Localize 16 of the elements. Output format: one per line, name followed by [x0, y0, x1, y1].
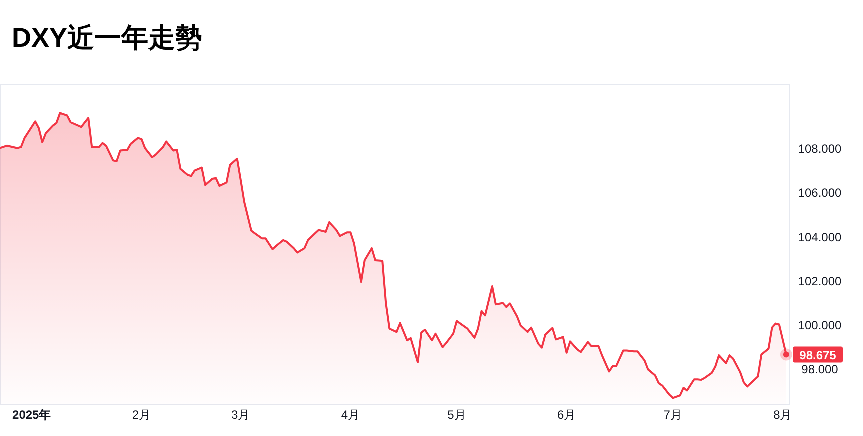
y-tick-label: 102.000	[798, 274, 842, 288]
y-tick-label: 100.000	[798, 318, 842, 333]
x-tick-label: 5月	[448, 408, 466, 422]
data-label: 98.675	[800, 348, 837, 362]
y-tick-label: 98.000	[802, 362, 839, 377]
y-tick-label: 108.000	[798, 142, 842, 156]
x-tick-label: 8月	[774, 408, 792, 422]
x-tick-label: 6月	[557, 408, 576, 422]
chart-title: DXY近一年走勢	[12, 23, 203, 53]
x-tick-label: 7月	[664, 408, 682, 422]
x-tick-label: 2025年	[12, 408, 52, 422]
x-tick-label: 4月	[341, 408, 360, 422]
x-tick-label: 2月	[132, 408, 152, 422]
y-tick-label: 104.000	[798, 230, 842, 244]
y-tick-label: 106.000	[798, 186, 842, 200]
x-tick-label: 3月	[232, 408, 250, 422]
